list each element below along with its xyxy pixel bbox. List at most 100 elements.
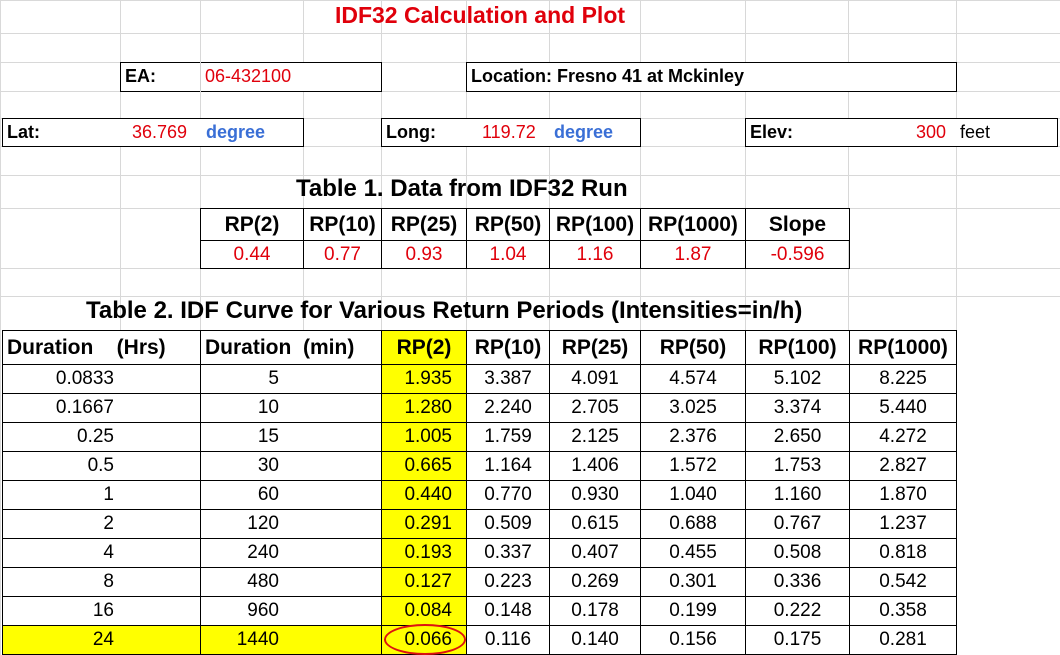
table2-cell[interactable]: 0.223	[466, 567, 550, 597]
table2-cell[interactable]: 0.156	[640, 625, 746, 655]
table2-cell[interactable]: 0.5	[2, 451, 201, 481]
table2-cell[interactable]: 4	[2, 538, 201, 568]
table2-header[interactable]: RP(1000)	[849, 330, 957, 365]
table2-cell[interactable]: 3.025	[640, 393, 746, 423]
table2-cell[interactable]: 0.770	[466, 480, 550, 510]
table2-cell[interactable]: 0.688	[640, 509, 746, 539]
table2-cell[interactable]: 0.25	[2, 422, 201, 452]
table2-cell[interactable]: 1	[2, 480, 201, 510]
table2-cell[interactable]: 0.336	[745, 567, 850, 597]
table2-cell[interactable]: 1.280	[381, 393, 467, 423]
table2-cell[interactable]: 3.387	[466, 364, 550, 394]
table2-cell[interactable]: 0.508	[745, 538, 850, 568]
table2-cell[interactable]: 0.178	[549, 596, 641, 626]
table2-cell[interactable]: 1.237	[849, 509, 957, 539]
table1-cell[interactable]: 0.77	[303, 240, 382, 269]
table2-cell[interactable]: 0.818	[849, 538, 957, 568]
table2-cell[interactable]: 1.572	[640, 451, 746, 481]
table2-cell[interactable]: 1.160	[745, 480, 850, 510]
table2-cell[interactable]: 5	[200, 364, 382, 394]
table2-cell[interactable]: 5.440	[849, 393, 957, 423]
table2-cell[interactable]: 0.455	[640, 538, 746, 568]
table2-cell[interactable]: 0.358	[849, 596, 957, 626]
table1-cell[interactable]: -0.596	[745, 240, 850, 269]
table2-cell[interactable]: 1.935	[381, 364, 467, 394]
table2-cell[interactable]: 480	[200, 567, 382, 597]
table2-cell[interactable]: 0.615	[549, 509, 641, 539]
table2-cell[interactable]: 0.930	[549, 480, 641, 510]
table1-header[interactable]: RP(25)	[381, 208, 467, 241]
lat-cell[interactable]: Lat: 36.769 degree	[2, 118, 304, 147]
table2-cell[interactable]: 1.759	[466, 422, 550, 452]
table2-cell[interactable]: 4.091	[549, 364, 641, 394]
table2-cell[interactable]: 1.870	[849, 480, 957, 510]
table2-header[interactable]: Duration (min)	[200, 330, 382, 365]
table2-cell[interactable]: 2.240	[466, 393, 550, 423]
table1-header[interactable]: RP(1000)	[640, 208, 746, 241]
table2-cell[interactable]: 2	[2, 509, 201, 539]
table2-cell[interactable]: 0.222	[745, 596, 850, 626]
table2-cell[interactable]: 0.0833	[2, 364, 201, 394]
table2-cell[interactable]: 1.040	[640, 480, 746, 510]
table2-cell[interactable]: 60	[200, 480, 382, 510]
table2-cell[interactable]: 8.225	[849, 364, 957, 394]
table2-cell[interactable]: 0.066	[381, 625, 467, 655]
table2-cell[interactable]: 1.005	[381, 422, 467, 452]
table2-cell[interactable]: 0.193	[381, 538, 467, 568]
table2-cell[interactable]: 4.272	[849, 422, 957, 452]
table1-header[interactable]: Slope	[745, 208, 850, 241]
table2-cell[interactable]: 0.199	[640, 596, 746, 626]
table2-cell[interactable]: 1.406	[549, 451, 641, 481]
table1-header[interactable]: RP(2)	[200, 208, 304, 241]
table2-cell[interactable]: 0.407	[549, 538, 641, 568]
table2-cell[interactable]: 0.148	[466, 596, 550, 626]
table2-cell[interactable]: 0.301	[640, 567, 746, 597]
table2-cell[interactable]: 0.291	[381, 509, 467, 539]
table2-cell[interactable]: 0.084	[381, 596, 467, 626]
table2-cell[interactable]: 960	[200, 596, 382, 626]
table2-cell[interactable]: 0.767	[745, 509, 850, 539]
table2-cell[interactable]: 0.337	[466, 538, 550, 568]
table1-cell[interactable]: 0.93	[381, 240, 467, 269]
table2-cell[interactable]: 0.1667	[2, 393, 201, 423]
table2-cell[interactable]: 15	[200, 422, 382, 452]
table1-cell[interactable]: 1.16	[549, 240, 641, 269]
table2-cell[interactable]: 0.127	[381, 567, 467, 597]
table2-cell[interactable]: 2.827	[849, 451, 957, 481]
table1-cell[interactable]: 1.87	[640, 240, 746, 269]
table1-header[interactable]: RP(100)	[549, 208, 641, 241]
table2-header[interactable]: RP(50)	[640, 330, 746, 365]
table2-cell[interactable]: 0.665	[381, 451, 467, 481]
table1-cell[interactable]: 1.04	[466, 240, 550, 269]
table2-cell[interactable]: 0.140	[549, 625, 641, 655]
elev-cell[interactable]: Elev: 300 feet	[745, 118, 1058, 147]
table2-cell[interactable]: 5.102	[745, 364, 850, 394]
table2-header[interactable]: RP(2)	[381, 330, 467, 365]
table2-cell[interactable]: 0.269	[549, 567, 641, 597]
table2-cell[interactable]: 120	[200, 509, 382, 539]
table1-header[interactable]: RP(10)	[303, 208, 382, 241]
ea-cell[interactable]: EA: 06-432100	[120, 62, 382, 92]
table2-cell[interactable]: 0.281	[849, 625, 957, 655]
table1-cell[interactable]: 0.44	[200, 240, 304, 269]
table2-header[interactable]: RP(25)	[549, 330, 641, 365]
table2-cell[interactable]: 2.125	[549, 422, 641, 452]
table2-cell[interactable]: 0.440	[381, 480, 467, 510]
table2-cell[interactable]: 2.650	[745, 422, 850, 452]
table2-cell[interactable]: 30	[200, 451, 382, 481]
table2-cell[interactable]: 1.164	[466, 451, 550, 481]
table2-cell[interactable]: 24	[2, 625, 201, 655]
table2-cell[interactable]: 1440	[200, 625, 382, 655]
table2-cell[interactable]: 8	[2, 567, 201, 597]
location-cell[interactable]: Location: Fresno 41 at Mckinley	[466, 62, 957, 92]
table2-cell[interactable]: 0.509	[466, 509, 550, 539]
table2-cell[interactable]: 2.376	[640, 422, 746, 452]
table1-header[interactable]: RP(50)	[466, 208, 550, 241]
table2-cell[interactable]: 10	[200, 393, 382, 423]
table2-header[interactable]: RP(10)	[466, 330, 550, 365]
table2-header[interactable]: RP(100)	[745, 330, 850, 365]
long-cell[interactable]: Long: 119.72 degree	[381, 118, 641, 147]
table2-cell[interactable]: 3.374	[745, 393, 850, 423]
table2-cell[interactable]: 2.705	[549, 393, 641, 423]
table2-cell[interactable]: 16	[2, 596, 201, 626]
